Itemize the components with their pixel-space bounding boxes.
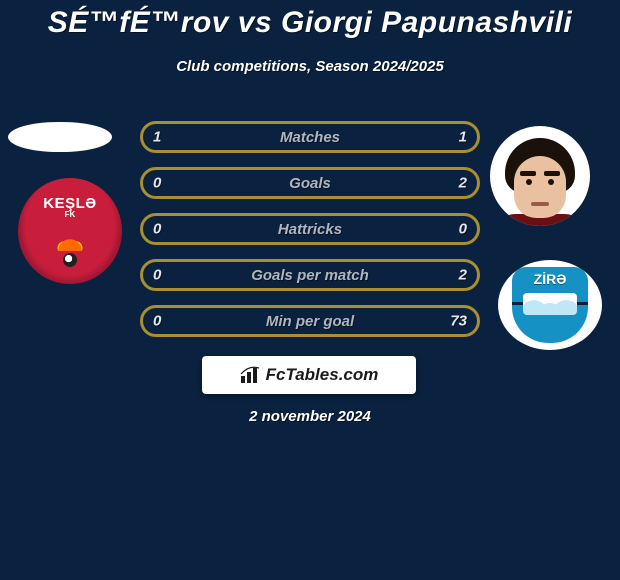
stat-left-value: 0	[153, 221, 161, 238]
date-label: 2 november 2024	[0, 408, 620, 425]
stat-right-value: 2	[459, 175, 467, 192]
stat-left-value: 0	[153, 267, 161, 284]
flame-icon	[56, 221, 84, 251]
wave-icon	[523, 293, 577, 315]
stat-row-goals: 0 Goals 2	[140, 167, 480, 199]
stats-table: 1 Matches 1 0 Goals 2 0 Hattricks 0 0 Go…	[140, 121, 480, 351]
site-name: FcTables.com	[266, 365, 379, 385]
stat-label: Matches	[280, 129, 340, 146]
stat-label: Hattricks	[278, 221, 342, 238]
stat-row-goals-per-match: 0 Goals per match 2	[140, 259, 480, 291]
stat-right-value: 1	[459, 129, 467, 146]
stat-row-min-per-goal: 0 Min per goal 73	[140, 305, 480, 337]
stat-right-value: 0	[459, 221, 467, 238]
player-right-avatar	[490, 126, 590, 226]
stat-row-matches: 1 Matches 1	[140, 121, 480, 153]
club-left-sub: FK	[65, 210, 76, 219]
club-right-name: ZİRƏ	[534, 271, 567, 287]
stat-right-value: 73	[450, 313, 467, 330]
player-left-club-crest: KEŞLƏ FK	[18, 178, 122, 284]
player-right-club-crest: ZİRƏ	[498, 260, 602, 350]
stat-right-value: 2	[459, 267, 467, 284]
stat-label: Goals	[289, 175, 331, 192]
stat-left-value: 0	[153, 313, 161, 330]
stat-label: Min per goal	[266, 313, 354, 330]
site-link[interactable]: FcTables.com	[202, 356, 416, 394]
player-left-avatar	[8, 122, 112, 152]
stat-left-value: 0	[153, 175, 161, 192]
page-subtitle: Club competitions, Season 2024/2025	[0, 58, 620, 75]
stat-label: Goals per match	[251, 267, 369, 284]
page-title: SÉ™fÉ™rov vs Giorgi Papunashvili	[0, 6, 620, 40]
bar-chart-icon	[240, 366, 262, 384]
comparison-card: SÉ™fÉ™rov vs Giorgi Papunashvili Club co…	[0, 0, 620, 580]
ball-icon	[63, 253, 77, 267]
stat-left-value: 1	[153, 129, 161, 146]
stat-row-hattricks: 0 Hattricks 0	[140, 213, 480, 245]
